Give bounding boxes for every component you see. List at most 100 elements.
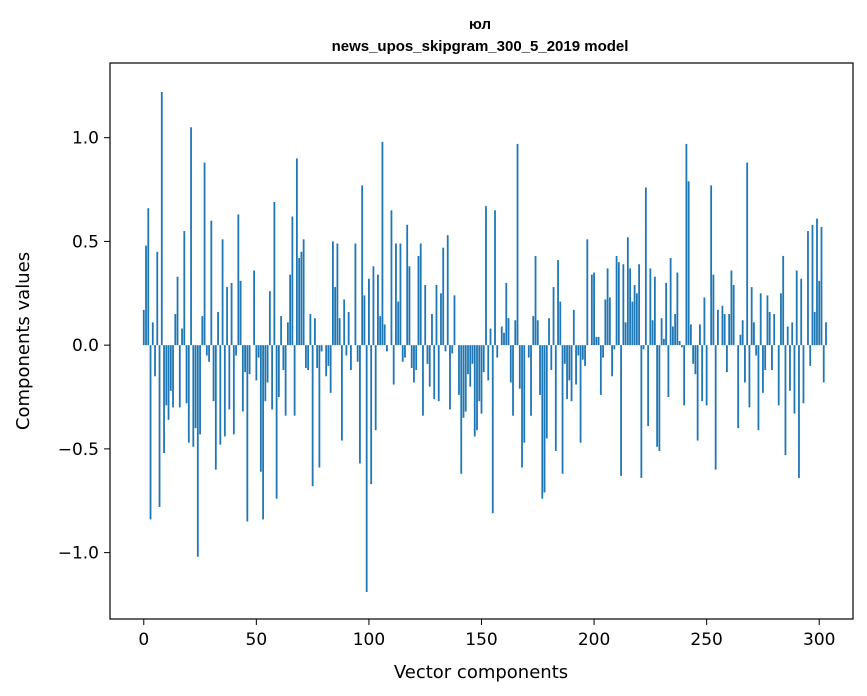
bar (199, 345, 201, 435)
bar (534, 255, 537, 346)
bar (795, 270, 798, 346)
bar (167, 345, 170, 420)
bar (354, 243, 357, 346)
bar (532, 316, 535, 346)
bar (176, 276, 179, 346)
bar (275, 345, 278, 499)
bar (316, 345, 319, 368)
bar (485, 206, 487, 346)
bar (264, 345, 267, 402)
bar (665, 282, 668, 346)
y-tick-label: −1.0 (58, 544, 99, 564)
bar (235, 345, 237, 356)
bar (732, 284, 735, 346)
bar (156, 251, 159, 346)
bar (649, 268, 652, 346)
bar (194, 345, 197, 429)
bar (415, 345, 418, 371)
bar (343, 299, 346, 346)
bar (559, 301, 562, 346)
bar (784, 345, 787, 456)
bar (822, 345, 825, 383)
bar (169, 345, 172, 391)
bar (714, 345, 717, 470)
bar (426, 345, 429, 364)
bar (183, 231, 186, 346)
bar (802, 345, 805, 404)
bar (381, 141, 384, 346)
bar (581, 345, 584, 360)
bar (428, 345, 431, 387)
bar (232, 345, 235, 435)
bar (518, 345, 521, 389)
bar (750, 287, 753, 346)
bar (818, 280, 821, 346)
bar (500, 326, 503, 346)
bar (370, 345, 373, 485)
bar (516, 143, 519, 346)
bar (640, 345, 643, 478)
bar (304, 345, 307, 368)
bar (615, 255, 618, 346)
bar (667, 345, 670, 398)
bar (239, 280, 242, 346)
bar (530, 345, 532, 416)
bar (678, 341, 681, 346)
bar (595, 336, 598, 346)
bar (505, 282, 508, 346)
bar (266, 345, 269, 383)
bar (273, 202, 276, 346)
bar (638, 264, 641, 346)
bar (356, 345, 359, 362)
bar (820, 226, 823, 346)
bar (557, 260, 559, 346)
bar (332, 241, 334, 346)
bar (145, 245, 147, 346)
bar (311, 345, 314, 487)
bar (419, 243, 422, 346)
bar (422, 345, 424, 416)
bar (773, 314, 776, 346)
bar (764, 345, 767, 371)
x-tick-label: 250 (690, 630, 722, 650)
bar (523, 345, 526, 443)
bar (545, 345, 548, 439)
bar (791, 322, 794, 346)
bar (741, 320, 744, 346)
bar (413, 345, 415, 383)
bar (660, 318, 663, 346)
bar (253, 270, 255, 346)
bar (608, 297, 611, 346)
bar (327, 345, 330, 366)
bar (631, 301, 634, 346)
bar (793, 345, 796, 414)
bar (685, 143, 688, 346)
bar (680, 345, 683, 348)
bar (417, 255, 420, 346)
bar (512, 345, 514, 416)
bar (190, 127, 192, 346)
bar (458, 345, 460, 395)
bar (656, 345, 659, 447)
bar (811, 224, 814, 346)
bar (313, 318, 316, 346)
bar (766, 295, 769, 346)
bar (277, 345, 280, 398)
bar (602, 345, 604, 358)
bar (746, 162, 749, 346)
bar (446, 235, 449, 346)
bar (606, 268, 609, 346)
bar (390, 210, 393, 346)
bar (622, 264, 625, 346)
bar (762, 345, 764, 393)
bar (158, 345, 161, 507)
bar (359, 345, 361, 464)
bar (550, 345, 553, 371)
bar (221, 239, 224, 346)
bar (703, 297, 706, 346)
bar (755, 345, 758, 356)
bar (509, 345, 512, 383)
bar (744, 345, 746, 383)
bar (404, 345, 406, 358)
bar (372, 266, 375, 346)
